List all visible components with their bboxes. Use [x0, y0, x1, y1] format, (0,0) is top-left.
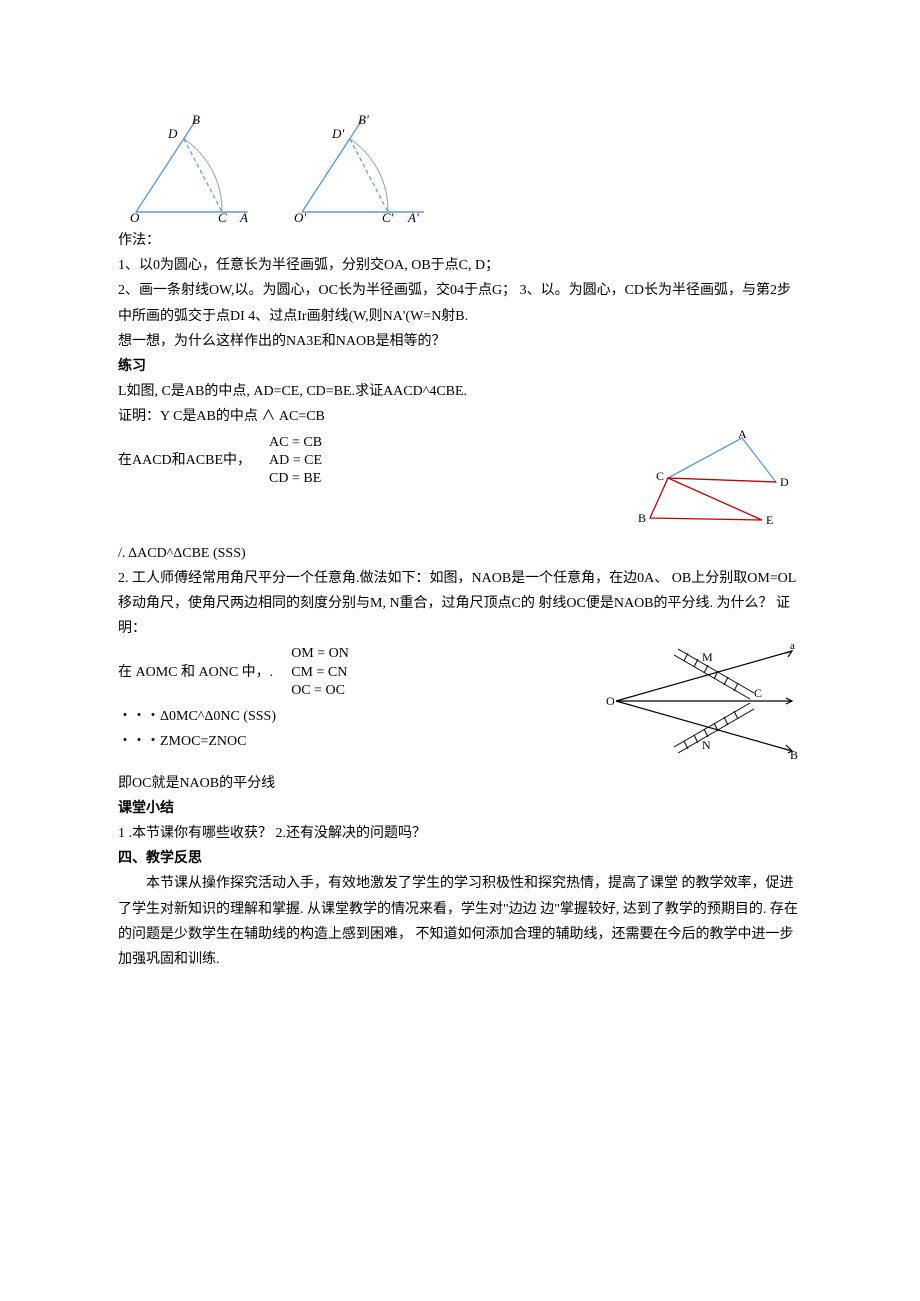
p1-line2: 证明：Y C是AB的中点 ∧ AC=CB: [118, 404, 802, 429]
p1-eq2: AD = CE: [269, 452, 322, 470]
step-2-4: 2、画一条射线OW,以。为圆心，OC长为半径画弧，交04于点G； 3、以。为圆心…: [118, 278, 802, 328]
ketang-items: 1 .本节课你有哪些收获？ 2.还有没解决的问题吗？: [118, 821, 802, 846]
svg-text:B: B: [192, 114, 200, 127]
p2-eq1: OM = ON: [291, 645, 349, 663]
page-content: O C A D B O' C' A' D' B' 作法： 1、以0为圆心，任意长…: [0, 0, 920, 1032]
p2-conclusion: 即OC就是NAOB的平分线: [118, 771, 802, 796]
svg-text:N: N: [702, 738, 711, 752]
svg-text:E: E: [766, 513, 773, 527]
think-prompt: 想一想，为什么这样作出的NA3E和NAOB是相等的？: [118, 329, 802, 354]
svg-text:O: O: [130, 210, 140, 224]
lianxi-heading: 练习: [118, 354, 802, 379]
svg-text:A': A': [407, 210, 419, 224]
p1-conclusion: /. ΔACD^ΔCBE (SSS): [118, 541, 802, 566]
svg-text:M: M: [702, 650, 713, 664]
svg-text:C: C: [656, 469, 664, 483]
zuofa-heading: 作法：: [118, 228, 802, 253]
p1-eq3: CD = BE: [269, 470, 322, 488]
svg-text:C: C: [754, 686, 762, 700]
p2-math-and-figure: 在 AOMC 和 AONC 中，. OM = ON CM = CN OC = O…: [118, 641, 802, 770]
angle-diagram-left: O C A D B: [118, 114, 258, 224]
step-1: 1、以0为圆心，任意长为半径画弧，分别交OA, OB于点C, D；: [118, 253, 802, 278]
svg-text:O': O': [294, 210, 306, 224]
svg-text:B: B: [790, 748, 798, 761]
p1-line1: L如图, C是AB的中点, AD=CE, CD=BE.求证AACD^4CBE.: [118, 379, 802, 404]
p1-equations: 在AACD和ACBE中， AC = CB AD = CE CD = BE: [118, 434, 612, 489]
reflection-text: 本节课从操作探究活动入手，有效地激发了学生的学习积极性和探究热情，提高了课堂 的…: [118, 871, 802, 972]
triangle-pair-diagram: A C D B E: [632, 430, 802, 530]
svg-text:a: a: [790, 641, 795, 652]
p2-eq3: OC = OC: [291, 682, 349, 700]
svg-text:D: D: [167, 126, 178, 141]
angle-copy-diagrams: O C A D B O' C' A' D' B': [118, 114, 802, 224]
svg-text:C: C: [218, 210, 227, 224]
p2-equations: 在 AOMC 和 AONC 中，. OM = ON CM = CN OC = O…: [118, 645, 582, 700]
angle-diagram-right: O' C' A' D' B': [284, 114, 434, 224]
svg-text:D': D': [331, 126, 344, 141]
svg-text:B: B: [638, 511, 646, 525]
section-4-heading: 四、教学反思: [118, 846, 802, 871]
svg-text:B': B': [358, 114, 369, 127]
p2-line3: ・・・ZMOC=ZNOC: [118, 729, 582, 754]
p1-math-prefix: 在AACD和ACBE中，: [118, 448, 251, 473]
p2-math-prefix: 在 AOMC 和 AONC 中，.: [118, 660, 273, 685]
p1-math-and-figure: 在AACD和ACBE中， AC = CB AD = CE CD = BE A C…: [118, 430, 802, 539]
svg-text:C': C': [382, 210, 394, 224]
svg-text:A: A: [738, 430, 747, 441]
svg-text:O: O: [606, 694, 615, 708]
angle-bisector-diagram: O M N C a B: [602, 641, 802, 761]
p2-eq2: CM = CN: [291, 664, 349, 682]
ketang-heading: 课堂小结: [118, 796, 802, 821]
p2-line2: ・・・Δ0MC^Δ0NC (SSS): [118, 704, 582, 729]
p1-eq1: AC = CB: [269, 434, 322, 452]
svg-text:A: A: [239, 210, 248, 224]
p2-line1: 2. 工人师傅经常用角尺平分一个任意角.做法如下：如图，NAOB是一个任意角，在…: [118, 566, 802, 642]
svg-text:D: D: [780, 475, 789, 489]
